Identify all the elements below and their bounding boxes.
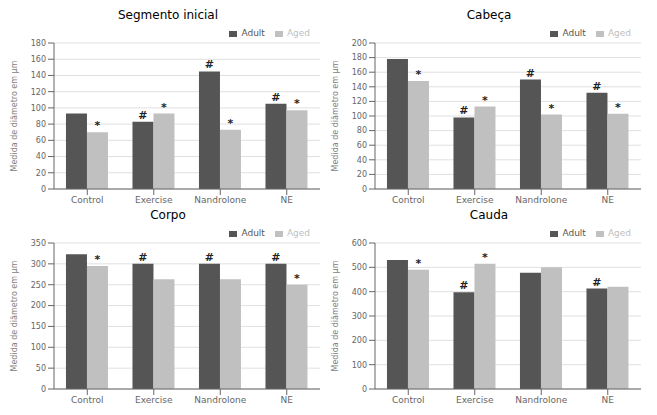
svg-text:*: *	[549, 102, 555, 115]
html-text:Cabeça: Cabeça	[466, 8, 512, 22]
svg-text:Nandrolone: Nandrolone	[515, 395, 567, 405]
svg-text:*: *	[294, 272, 300, 285]
svg-text:140: 140	[352, 83, 367, 92]
svg-text:NE: NE	[602, 195, 615, 205]
svg-text:120: 120	[31, 88, 46, 97]
svg-text:0: 0	[362, 185, 367, 194]
svg-text:50: 50	[36, 364, 46, 373]
svg-text:Medida de diâmetro em μm: Medida de diâmetro em μm	[331, 260, 340, 371]
svg-text:Medida de diâmetro em μm: Medida de diâmetro em μm	[331, 60, 340, 171]
html-text:Adult: Adult	[562, 28, 586, 38]
svg-text:100: 100	[352, 361, 367, 370]
svg-text:*: *	[482, 251, 488, 264]
svg-text:Medida de diâmetro em μm: Medida de diâmetro em μm	[10, 260, 19, 371]
svg-text:200: 200	[352, 39, 367, 48]
svg-text:#: #	[459, 104, 468, 117]
svg-text:Medida de diâmetro em μm: Medida de diâmetro em μm	[10, 60, 19, 171]
svg-text:140: 140	[31, 71, 46, 80]
html-text:Segmento inicial: Segmento inicial	[118, 8, 218, 22]
svg-text:Exercise: Exercise	[456, 395, 494, 405]
svg-text:200: 200	[31, 301, 46, 310]
svg-text:*: *	[482, 94, 488, 107]
svg-text:500: 500	[352, 263, 367, 272]
svg-text:*: *	[416, 68, 422, 81]
svg-text:#: #	[138, 109, 147, 122]
svg-text:NE: NE	[281, 395, 294, 405]
svg-text:*: *	[615, 101, 621, 114]
html-text:Aged: Aged	[607, 28, 631, 38]
svg-text:100: 100	[31, 104, 46, 113]
svg-text:Exercise: Exercise	[135, 395, 173, 405]
html-text:Adult: Adult	[241, 228, 265, 238]
svg-text:#: #	[526, 67, 535, 80]
svg-text:160: 160	[31, 55, 46, 64]
svg-text:0: 0	[362, 385, 367, 394]
svg-text:20: 20	[36, 169, 46, 178]
svg-text:160: 160	[352, 68, 367, 77]
svg-text:40: 40	[357, 156, 367, 165]
svg-text:100: 100	[352, 112, 367, 121]
svg-text:Nandrolone: Nandrolone	[194, 195, 246, 205]
svg-text:0: 0	[41, 385, 46, 394]
svg-text:*: *	[95, 253, 101, 266]
svg-text:Control: Control	[71, 195, 104, 205]
html-text:Aged: Aged	[607, 228, 631, 238]
html-text:Aged: Aged	[286, 228, 310, 238]
svg-text:*: *	[416, 257, 422, 270]
svg-text:#: #	[271, 91, 280, 104]
svg-text:NE: NE	[602, 395, 615, 405]
svg-text:Control: Control	[392, 195, 425, 205]
svg-text:#: #	[592, 80, 601, 93]
svg-text:Control: Control	[71, 395, 104, 405]
svg-text:#: #	[205, 58, 214, 71]
svg-text:300: 300	[31, 260, 46, 269]
svg-text:350: 350	[31, 239, 46, 248]
svg-text:#: #	[138, 251, 147, 264]
svg-text:120: 120	[352, 97, 367, 106]
svg-text:250: 250	[31, 281, 46, 290]
svg-text:#: #	[271, 251, 280, 264]
svg-text:NE: NE	[281, 195, 294, 205]
html-text:Adult: Adult	[241, 28, 265, 38]
svg-text:*: *	[294, 97, 300, 110]
svg-text:300: 300	[352, 312, 367, 321]
svg-text:#: #	[459, 279, 468, 292]
svg-text:60: 60	[36, 136, 46, 145]
svg-text:Nandrolone: Nandrolone	[515, 195, 567, 205]
svg-text:150: 150	[31, 322, 46, 331]
svg-text:Exercise: Exercise	[456, 195, 494, 205]
html-text:Aged: Aged	[286, 28, 310, 38]
svg-text:#: #	[592, 276, 601, 289]
svg-text:#: #	[205, 251, 214, 264]
svg-text:0: 0	[41, 185, 46, 194]
svg-text:40: 40	[36, 152, 46, 161]
svg-text:400: 400	[352, 288, 367, 297]
svg-text:100: 100	[31, 343, 46, 352]
svg-text:180: 180	[352, 53, 367, 62]
svg-text:180: 180	[31, 39, 46, 48]
svg-text:*: *	[161, 101, 167, 114]
svg-text:200: 200	[352, 336, 367, 345]
svg-text:Control: Control	[392, 395, 425, 405]
svg-text:20: 20	[357, 170, 367, 179]
svg-text:Exercise: Exercise	[135, 195, 173, 205]
html-text:Cauda: Cauda	[469, 208, 509, 222]
svg-text:80: 80	[36, 120, 46, 129]
svg-text:Nandrolone: Nandrolone	[194, 395, 246, 405]
svg-text:*: *	[228, 117, 234, 130]
html-text:Corpo: Corpo	[150, 208, 186, 222]
html-text:Adult: Adult	[562, 228, 586, 238]
svg-text:600: 600	[352, 239, 367, 248]
svg-text:80: 80	[357, 126, 367, 135]
svg-text:60: 60	[357, 141, 367, 150]
svg-text:*: *	[95, 119, 101, 132]
